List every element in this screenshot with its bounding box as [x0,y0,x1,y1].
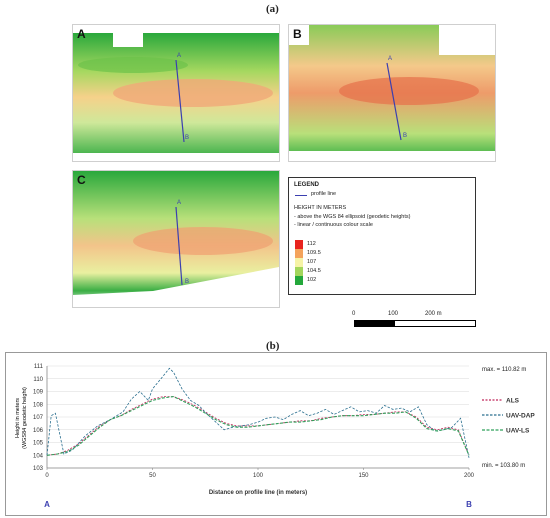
legend-title: LEGEND [294,182,320,188]
legend-swatch-109-5 [295,249,303,258]
legend-label-uav-ls: UAV-LS [506,428,530,435]
profile-end-b: B [185,279,190,285]
x-tick-label: 200 [464,473,475,479]
profile-line-c [175,206,183,286]
y-tick-label: 104 [33,453,44,459]
map-panel-a: A A B [72,24,280,162]
y-axis-label-line2: (WGS84 geodetic height) [22,387,28,449]
x-end-label: B [466,500,472,509]
x-tick-label: 150 [358,473,369,479]
x-start-label: A [44,500,50,509]
map-letter-b: B [293,27,302,41]
map-legend: LEGEND profile line HEIGHT IN METERS - a… [288,177,476,295]
profile-end-b: B [403,133,408,139]
legend-label-als: ALS [506,398,520,405]
legend-note-1: - above the WGS 84 ellipsoid (geodetic h… [294,214,411,220]
profile-end-b: B [185,135,190,141]
y-tick-label: 109 [33,390,44,396]
legend-swatch-112 [295,240,303,249]
legend-label-104-5: 104.5 [307,268,321,274]
legend-profile-label: profile line [311,191,337,197]
scale-bar [354,320,476,327]
max-label: max. = 110.82 m [482,367,526,373]
legend-swatch-104-5 [295,267,303,276]
map-panel-b: B A B [288,24,496,162]
legend-label-109-5: 109.5 [307,250,321,256]
x-tick-label: 100 [253,473,264,479]
y-tick-label: 105 [33,441,44,447]
legend-height-title: HEIGHT IN METERS [294,205,347,211]
profile-end-a: A [177,53,182,59]
legend-label-uav-dap: UAV-DAP [506,413,535,420]
min-label: min. = 103.80 m [482,463,525,469]
figure-label-a: (a) [266,3,279,15]
legend-swatch-102 [295,276,303,285]
legend-profile-swatch [295,195,307,196]
x-tick-label: 0 [45,473,49,479]
legend-label-107: 107 [307,259,317,265]
y-tick-label: 106 [33,428,44,434]
profile-chart-frame [5,352,547,516]
profile-end-a: A [177,200,182,206]
profile-end-a: A [388,56,393,62]
figure-label-b: (b) [266,340,280,352]
profile-line-b [386,62,402,141]
scale-tick-200: 200 m [425,311,442,317]
y-tick-label: 111 [34,364,44,370]
legend-note-2: - linear / continuous colour scale [294,222,373,228]
map-panel-c: C A B [72,170,280,308]
y-axis-label-line1: Height in meters [15,398,21,438]
y-tick-label: 110 [33,377,43,383]
y-tick-label: 108 [33,402,44,408]
legend-label-102: 102 [307,277,317,283]
series-line-uav-ls [46,396,470,456]
y-tick-label: 103 [33,466,44,472]
series-line-uav-dap [46,367,470,458]
elevation-map-a [73,25,279,161]
y-tick-label: 107 [33,415,44,421]
map-letter-a: A [77,27,86,41]
profile-line-a [175,59,185,143]
legend-label-112: 112 [307,241,316,247]
scale-tick-0: 0 [352,311,356,317]
x-axis-label: Distance on profile line (in meters) [209,490,307,496]
legend-swatch-107 [295,258,303,267]
map-letter-c: C [77,173,86,187]
scale-tick-100: 100 [388,311,399,317]
x-tick-label: 50 [149,473,156,479]
elevation-map-b [289,25,495,161]
elevation-map-c [73,171,279,307]
